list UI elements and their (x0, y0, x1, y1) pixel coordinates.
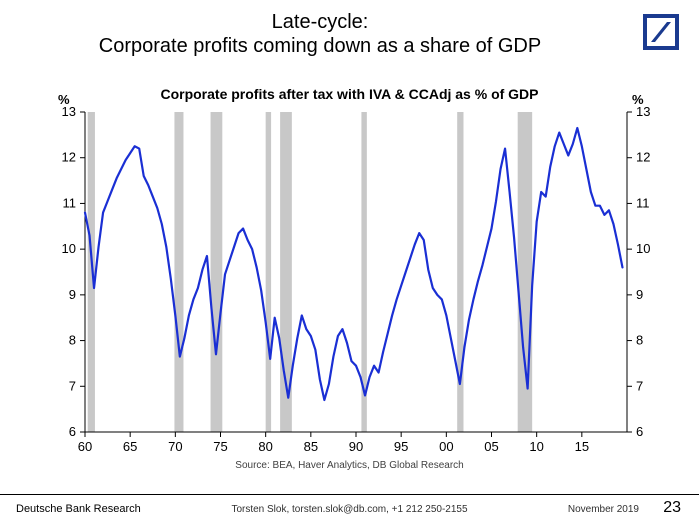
svg-text:13: 13 (636, 104, 650, 119)
svg-text:12: 12 (62, 150, 76, 165)
svg-text:10: 10 (529, 439, 543, 454)
footer-date: November 2019 (568, 504, 639, 515)
slide: Late-cycle: Corporate profits coming dow… (0, 0, 699, 521)
svg-text:7: 7 (636, 378, 643, 393)
svg-text:9: 9 (69, 287, 76, 302)
svg-text:11: 11 (636, 195, 650, 210)
svg-text:6: 6 (69, 424, 76, 439)
footer-page-number: 23 (663, 499, 681, 517)
svg-text:15: 15 (575, 439, 589, 454)
svg-text:75: 75 (213, 439, 227, 454)
svg-text:11: 11 (63, 195, 77, 210)
svg-text:85: 85 (304, 439, 318, 454)
source-line: Source: BEA, Haver Analytics, DB Global … (0, 460, 699, 471)
svg-text:70: 70 (168, 439, 182, 454)
svg-text:05: 05 (484, 439, 498, 454)
svg-text:7: 7 (69, 378, 76, 393)
svg-text:90: 90 (349, 439, 363, 454)
svg-text:00: 00 (439, 439, 453, 454)
svg-text:65: 65 (123, 439, 137, 454)
svg-text:8: 8 (636, 333, 643, 348)
svg-text:60: 60 (78, 439, 92, 454)
svg-text:6: 6 (636, 424, 643, 439)
svg-text:9: 9 (636, 287, 643, 302)
svg-text:95: 95 (394, 439, 408, 454)
svg-text:80: 80 (258, 439, 272, 454)
svg-text:10: 10 (62, 241, 76, 256)
svg-text:8: 8 (69, 333, 76, 348)
footer: Deutsche Bank Research Torsten Slok, tor… (0, 494, 699, 521)
svg-text:12: 12 (636, 150, 650, 165)
svg-text:13: 13 (62, 104, 76, 119)
chart-canvas: 6 6 7 7 8 8 9 9 10 10 11 11 12 12 13 13 60 65 70 75 80 85 90 95… (0, 0, 699, 480)
svg-text:10: 10 (636, 241, 650, 256)
